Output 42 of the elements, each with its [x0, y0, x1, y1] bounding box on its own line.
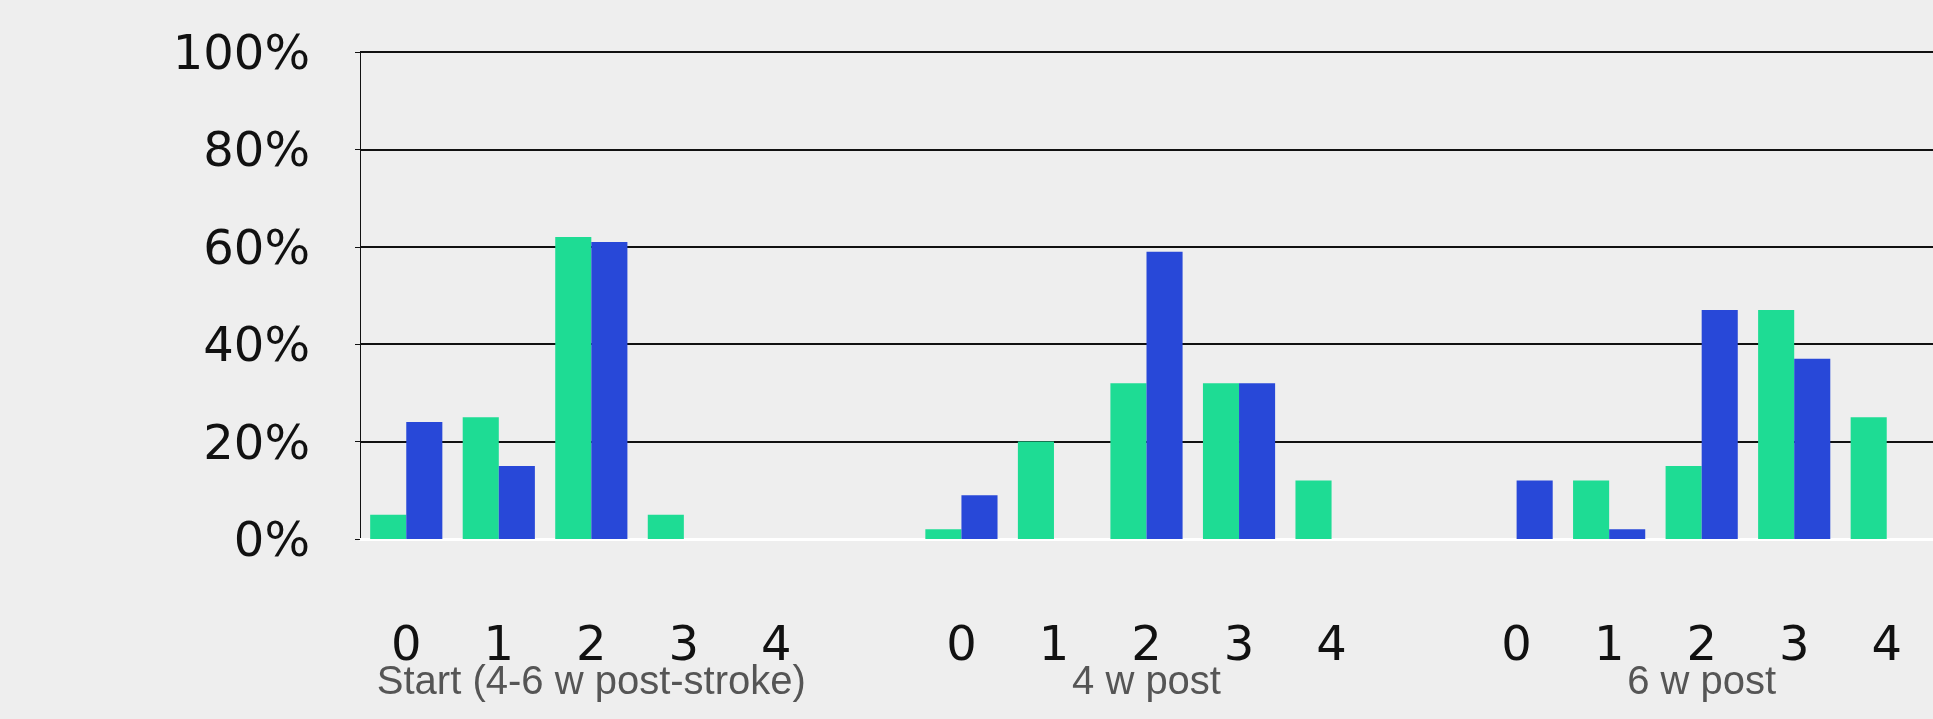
- y-tick-label: 40%: [203, 316, 310, 373]
- y-tick-label: 80%: [203, 121, 310, 178]
- x-tick-label: 3: [1223, 615, 1255, 671]
- bar: [1110, 383, 1147, 539]
- bar: [1239, 383, 1276, 539]
- bar: [1794, 358, 1831, 539]
- bar: [1573, 480, 1610, 539]
- x-tick-label: 0: [1501, 615, 1532, 671]
- bar: [1609, 529, 1646, 539]
- bar: [961, 495, 998, 539]
- bar: [591, 241, 628, 539]
- y-tick-label: 20%: [203, 413, 310, 470]
- x-tick-label: 4: [761, 615, 792, 671]
- bar: [406, 422, 443, 539]
- y-tick-label: 0%: [233, 511, 310, 567]
- x-tick-label: 3: [1778, 615, 1810, 671]
- x-tick-label: 1: [1038, 615, 1070, 671]
- bar: [1516, 480, 1553, 539]
- x-tick-label: 1: [1593, 615, 1625, 671]
- x-tick-label: 4: [1316, 615, 1347, 671]
- x-tick-label: 4: [1871, 615, 1903, 671]
- bar: [462, 417, 499, 539]
- x-tick-label: 0: [946, 615, 977, 671]
- bar: [1850, 417, 1887, 539]
- bar: [1017, 441, 1054, 539]
- bar: [1701, 310, 1738, 539]
- x-tick-label: 2: [1131, 615, 1162, 671]
- bar: [1665, 465, 1702, 539]
- bar: [1295, 480, 1332, 539]
- bar: [498, 465, 535, 539]
- bar: [370, 514, 407, 539]
- x-tick-label: 2: [1686, 615, 1717, 671]
- x-tick-label: 3: [668, 615, 700, 671]
- y-tick-label: 100%: [172, 24, 310, 80]
- bar: [925, 529, 962, 539]
- x-tick-label: 2: [576, 615, 607, 671]
- y-tick-label: 60%: [203, 218, 310, 275]
- bar: [647, 514, 684, 539]
- bar: [1202, 383, 1240, 539]
- bar: [1146, 251, 1183, 539]
- bar: [555, 237, 592, 539]
- bar: [1758, 310, 1795, 539]
